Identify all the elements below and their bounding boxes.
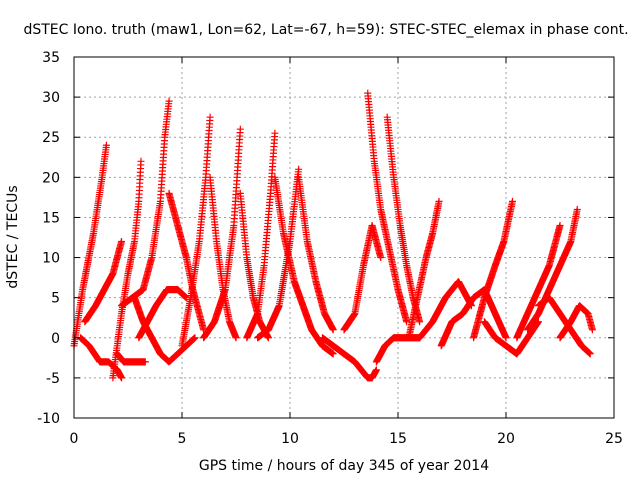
data-point — [118, 238, 126, 246]
data-point — [588, 326, 596, 334]
y-tick-label: -10 — [37, 411, 60, 427]
arc-series — [480, 318, 542, 358]
arc-series — [109, 157, 145, 382]
plot-frame — [73, 56, 615, 419]
data-point — [206, 113, 214, 121]
data-point — [236, 125, 244, 133]
data-point — [416, 318, 424, 326]
arc-series — [416, 278, 475, 342]
y-tick-label: 15 — [42, 210, 60, 226]
arc-series — [243, 129, 279, 342]
y-tick-label: 10 — [42, 251, 60, 267]
x-axis-label: GPS time / hours of day 345 of year 2014 — [199, 458, 489, 474]
x-tick-label: 10 — [281, 431, 299, 447]
arc-series — [81, 238, 126, 326]
arc-series — [383, 113, 424, 326]
data-point — [137, 157, 145, 165]
data-point — [271, 129, 279, 137]
data-point — [502, 334, 510, 342]
y-axis-label: dSTEC / TECUs — [5, 185, 21, 288]
data-point — [118, 374, 126, 382]
data-point — [556, 221, 564, 229]
data-point — [586, 350, 594, 358]
arc-series — [178, 113, 214, 350]
arc-series — [524, 205, 581, 334]
y-tick-label: 20 — [42, 170, 60, 186]
y-tick-label: 30 — [42, 90, 60, 106]
arc-series — [318, 334, 380, 382]
chart-title: dSTEC Iono. truth (maw1, Lon=62, Lat=-67… — [23, 22, 628, 38]
y-tick-label: 0 — [51, 331, 60, 347]
data-points — [70, 89, 596, 382]
arc-series — [200, 125, 244, 342]
data-point — [508, 197, 516, 205]
data-point — [232, 334, 240, 342]
arc-series — [405, 197, 443, 342]
data-point — [141, 358, 149, 366]
data-point — [435, 197, 443, 205]
data-point — [329, 326, 337, 334]
arc-series — [130, 294, 199, 366]
data-point — [102, 141, 110, 149]
x-tick-label: 20 — [497, 431, 515, 447]
data-point — [264, 334, 272, 342]
data-point — [295, 165, 303, 173]
y-tick-label: -5 — [46, 371, 60, 387]
arc-series — [254, 165, 303, 342]
x-tick-label: 15 — [389, 431, 407, 447]
data-point — [165, 97, 173, 105]
data-point — [372, 366, 380, 374]
data-point — [377, 254, 385, 262]
data-point — [329, 350, 337, 358]
x-tick-label: 5 — [178, 431, 187, 447]
arc-series — [513, 221, 564, 342]
y-tick-label: 5 — [51, 291, 60, 307]
y-tick-label: 35 — [42, 50, 60, 66]
arc-series — [271, 173, 337, 358]
arc-series — [470, 197, 516, 342]
data-point — [573, 205, 581, 213]
arc-series — [295, 173, 337, 334]
arc-series — [534, 294, 594, 358]
x-tick-label: 0 — [70, 431, 79, 447]
axis-ticks: 0 5 10 15 20 25 -10 -5 0 5 10 15 20 25 30 35 — [37, 50, 623, 447]
arc-series — [118, 97, 173, 310]
y-tick-label: 25 — [42, 130, 60, 146]
arc-series — [556, 302, 596, 342]
arc-series — [113, 350, 149, 366]
x-tick-label: 25 — [605, 431, 623, 447]
data-point — [191, 334, 199, 342]
arc-series — [364, 89, 411, 326]
data-point — [403, 318, 411, 326]
arc-series — [340, 221, 385, 334]
arc-series — [372, 334, 424, 366]
